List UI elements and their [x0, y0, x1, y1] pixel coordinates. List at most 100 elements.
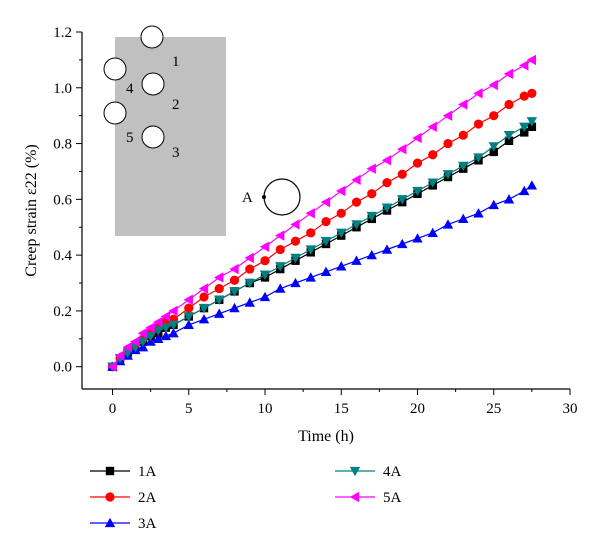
- data-point-5A: [259, 241, 270, 252]
- inset-label-4: 4: [126, 81, 134, 97]
- data-point-5A: [488, 79, 498, 91]
- data-point-4A: [397, 195, 408, 205]
- data-point-3A: [488, 199, 499, 210]
- data-point-3A: [160, 330, 172, 341]
- data-point-5A: [244, 252, 254, 264]
- data-point-5A: [137, 328, 148, 339]
- data-point-4A: [473, 153, 484, 163]
- x-axis-title: Time (h): [298, 428, 354, 445]
- data-point-3A: [153, 333, 164, 343]
- data-point-3A: [336, 261, 347, 271]
- data-point-2A: [412, 158, 423, 168]
- data-point-4A: [160, 323, 172, 333]
- data-point-3A: [290, 277, 301, 288]
- y-tick-label: 0.0: [53, 360, 72, 376]
- data-point-4A: [290, 253, 301, 264]
- x-tick-label: 0: [109, 401, 117, 417]
- data-point-3A: [168, 328, 179, 338]
- data-point-3A: [526, 180, 538, 190]
- data-point-3A: [244, 297, 255, 307]
- data-point-5A: [473, 88, 483, 99]
- series-4A: [107, 117, 538, 372]
- data-point-4A: [305, 245, 316, 255]
- data-point-2A: [306, 228, 316, 238]
- legend-label: 2A: [138, 490, 157, 506]
- inset-hole-4: [103, 57, 127, 81]
- legend-marker: [349, 491, 360, 503]
- data-point-3A: [320, 266, 332, 277]
- data-point-3A: [214, 308, 225, 318]
- data-point-3A: [442, 219, 454, 229]
- data-point-4A: [153, 326, 164, 336]
- y-tick-label: 0.2: [53, 304, 72, 320]
- inset-label-2: 2: [172, 97, 180, 113]
- data-point-2A: [473, 119, 484, 129]
- data-point-3A: [503, 194, 515, 204]
- data-point-5A: [366, 163, 376, 174]
- legend-marker: [105, 492, 115, 502]
- x-tick-label: 20: [410, 401, 425, 417]
- data-point-4A: [214, 295, 225, 305]
- legend-marker: [349, 466, 361, 477]
- inset-label-3: 3: [172, 145, 180, 161]
- data-point-4A: [381, 203, 393, 213]
- data-point-2A: [489, 111, 499, 121]
- data-point-5A: [351, 174, 361, 186]
- data-point-1A: [520, 128, 529, 137]
- data-point-1A: [489, 147, 498, 157]
- data-point-3A: [397, 238, 408, 249]
- data-point-5A: [114, 350, 125, 361]
- data-point-2A: [504, 99, 514, 110]
- x-tick-label: 10: [258, 401, 273, 417]
- data-point-2A: [382, 178, 392, 188]
- data-point-5A: [336, 185, 346, 197]
- data-point-5A: [168, 305, 178, 317]
- data-point-3A: [259, 291, 271, 302]
- x-tick-label: 25: [486, 401, 501, 417]
- data-point-5A: [107, 361, 117, 372]
- data-point-1A: [527, 122, 537, 132]
- data-point-5A: [153, 316, 163, 328]
- x-tick-label: 30: [563, 401, 578, 417]
- data-point-2A: [184, 303, 194, 313]
- data-point-2A: [428, 150, 438, 160]
- data-point-4A: [412, 186, 423, 197]
- data-point-4A: [244, 278, 255, 289]
- data-point-2A: [199, 292, 209, 302]
- data-point-5A: [305, 208, 315, 219]
- series-layer: [107, 54, 538, 372]
- data-point-3A: [229, 302, 240, 313]
- data-point-4A: [442, 170, 454, 180]
- data-point-5A: [519, 60, 529, 71]
- data-point-3A: [473, 208, 484, 218]
- y-axis-title: Creep strain ε22 (%): [23, 144, 40, 276]
- legend-label: 5A: [383, 490, 402, 506]
- point-a-hole: [263, 178, 301, 216]
- y-tick-label: 0.8: [53, 137, 72, 153]
- data-point-4A: [137, 337, 149, 347]
- data-point-2A: [443, 138, 453, 149]
- data-point-4A: [198, 303, 210, 314]
- y-tick-label: 1.2: [53, 25, 72, 41]
- data-point-3A: [366, 249, 377, 260]
- legend-item-4A: 4A: [335, 464, 402, 480]
- data-point-3A: [519, 185, 530, 196]
- data-point-5A: [381, 155, 392, 166]
- legend-marker: [104, 517, 116, 528]
- inset-hole-1: [140, 25, 164, 49]
- data-point-4A: [503, 131, 515, 141]
- data-point-3A: [458, 213, 469, 224]
- data-point-2A: [290, 236, 301, 246]
- data-point-4A: [336, 228, 347, 239]
- legend-label: 1A: [138, 464, 157, 480]
- data-point-2A: [229, 275, 240, 285]
- data-point-2A: [367, 189, 377, 199]
- legend-marker: [105, 466, 115, 476]
- data-point-5A: [145, 322, 155, 333]
- data-point-4A: [320, 237, 332, 247]
- legend-item-2A: 2A: [90, 490, 157, 506]
- data-point-4A: [183, 312, 194, 322]
- data-point-2A: [458, 130, 468, 140]
- x-tick-label: 15: [334, 401, 349, 417]
